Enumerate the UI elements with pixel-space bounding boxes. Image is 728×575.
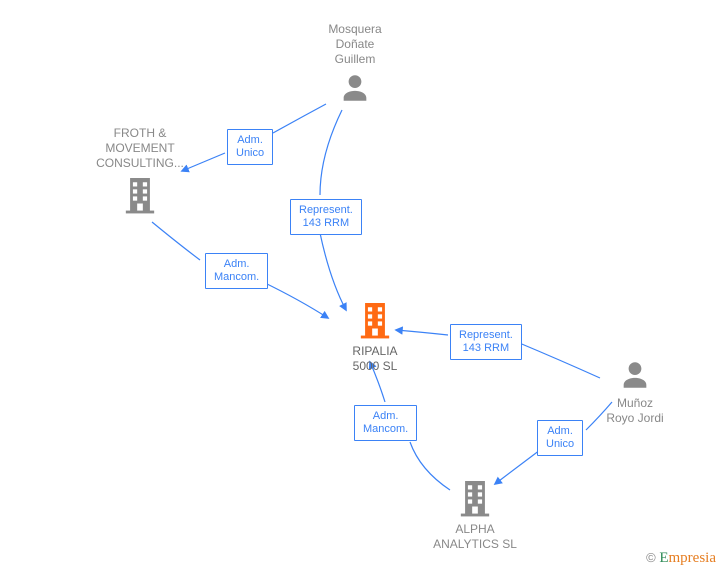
node-label: Guillem [300,52,410,67]
building-icon [123,175,157,215]
person-icon [338,71,372,105]
node-label: Muñoz [580,396,690,411]
edge-label-adm-mancom-1: Adm. Mancom. [205,253,268,289]
node-label: ANALYTICS SL [410,537,540,552]
building-icon [358,300,392,340]
node-company-alpha[interactable]: ALPHA ANALYTICS SL [410,478,540,552]
edge-p2-a [320,110,342,195]
edge-label-adm-mancom-2: Adm. Mancom. [354,405,417,441]
node-label: Mosquera [300,22,410,37]
copyright-symbol: © [646,550,656,565]
edge-label-represent-1: Represent. 143 RRM [290,199,362,235]
node-label: Royo Jordi [580,411,690,426]
node-label: ALPHA [410,522,540,537]
edge-label-represent-2: Represent. 143 RRM [450,324,522,360]
edge-label-adm-unico-1: Adm. Unico [227,129,273,165]
node-label: 5000 SL [320,359,430,374]
node-label: CONSULTING... [80,156,200,171]
node-company-froth[interactable]: FROTH & MOVEMENT CONSULTING... [80,126,200,219]
building-icon [458,478,492,518]
edge-p2-b [320,233,346,310]
node-person-mosquera[interactable]: Mosquera Doñate Guillem [300,22,410,109]
copyright: © Empresia [646,550,716,567]
node-label: FROTH & [80,126,200,141]
node-center-ripalia[interactable]: RIPALIA 5000 SL [320,300,430,374]
node-label: RIPALIA [320,344,430,359]
node-person-munoz[interactable]: Muñoz Royo Jordi [580,358,690,426]
edge-label-adm-unico-2: Adm. Unico [537,420,583,456]
node-label: MOVEMENT [80,141,200,156]
brand: Empresia [659,550,716,566]
node-label: Doñate [300,37,410,52]
edge-p3-b [263,282,328,318]
edge-p3-a [152,222,200,260]
person-icon [618,358,652,392]
